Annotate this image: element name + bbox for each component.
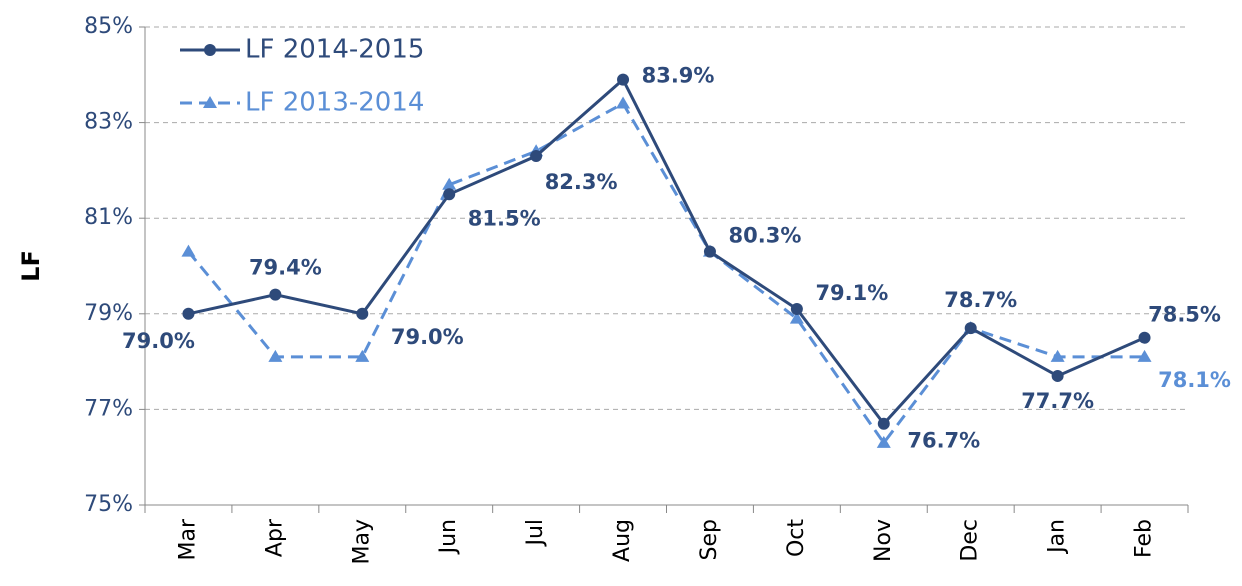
x-tick-label: Nov <box>871 519 896 562</box>
series <box>182 73 1151 430</box>
point <box>442 177 457 190</box>
point <box>530 150 543 163</box>
x-tick-label: Apr <box>262 518 287 557</box>
x-tick-label: Aug <box>610 519 635 562</box>
series <box>181 96 1152 448</box>
point <box>182 307 195 320</box>
legend-marker <box>204 44 216 56</box>
legend-label: LF 2014-2015 <box>245 35 424 65</box>
data-label: 78.5% <box>1148 303 1221 327</box>
data-label: 82.3% <box>545 170 618 194</box>
point <box>703 245 716 258</box>
legend-marker <box>203 96 217 108</box>
point <box>1050 349 1065 362</box>
data-label: 77.7% <box>1021 389 1094 413</box>
x-tick-label: Jun <box>436 519 461 555</box>
point <box>355 349 370 362</box>
data-label: 79.1% <box>815 281 888 305</box>
point <box>790 303 803 316</box>
y-tick-label: 75% <box>84 492 133 517</box>
y-tick-label: 83% <box>84 110 133 135</box>
y-tick-label: 81% <box>84 205 133 230</box>
point <box>617 73 630 86</box>
x-tick-label: Mar <box>175 518 200 560</box>
data-label: 78.1% <box>1158 368 1231 392</box>
point <box>876 435 891 448</box>
y-tick-label: 85% <box>84 14 133 39</box>
point <box>356 307 369 320</box>
data-label: 78.7% <box>944 288 1017 312</box>
point <box>789 311 804 324</box>
point <box>1138 331 1151 344</box>
point <box>443 188 456 201</box>
point <box>616 96 631 109</box>
x-tick-label: Oct <box>784 519 809 557</box>
point <box>269 288 282 301</box>
point <box>877 417 890 430</box>
x-tick-label: Sep <box>697 519 722 560</box>
data-label: 79.0% <box>122 329 195 353</box>
y-tick-label: 79% <box>84 301 133 326</box>
y-tick-label: 77% <box>84 396 133 421</box>
point <box>1051 369 1064 382</box>
x-tick-label: Jul <box>523 519 548 548</box>
data-label: 81.5% <box>468 206 541 230</box>
y-axis-title: LF <box>17 250 45 282</box>
legend-label: LF 2013-2014 <box>245 88 424 118</box>
x-tick-label: Jan <box>1045 519 1070 555</box>
x-tick-label: May <box>349 519 374 564</box>
data-label: 79.4% <box>249 256 322 280</box>
line <box>187 101 1145 446</box>
data-label: 79.0% <box>391 325 464 349</box>
data-label: 83.9% <box>642 64 715 88</box>
point <box>1137 349 1152 362</box>
point <box>181 244 196 257</box>
data-label: 80.3% <box>729 224 802 248</box>
x-tick-label: Feb <box>1132 519 1157 558</box>
data-label: 76.7% <box>907 429 980 453</box>
point <box>964 322 977 335</box>
x-tick-label: Dec <box>958 519 983 562</box>
point <box>268 349 283 362</box>
line <box>188 77 1146 427</box>
